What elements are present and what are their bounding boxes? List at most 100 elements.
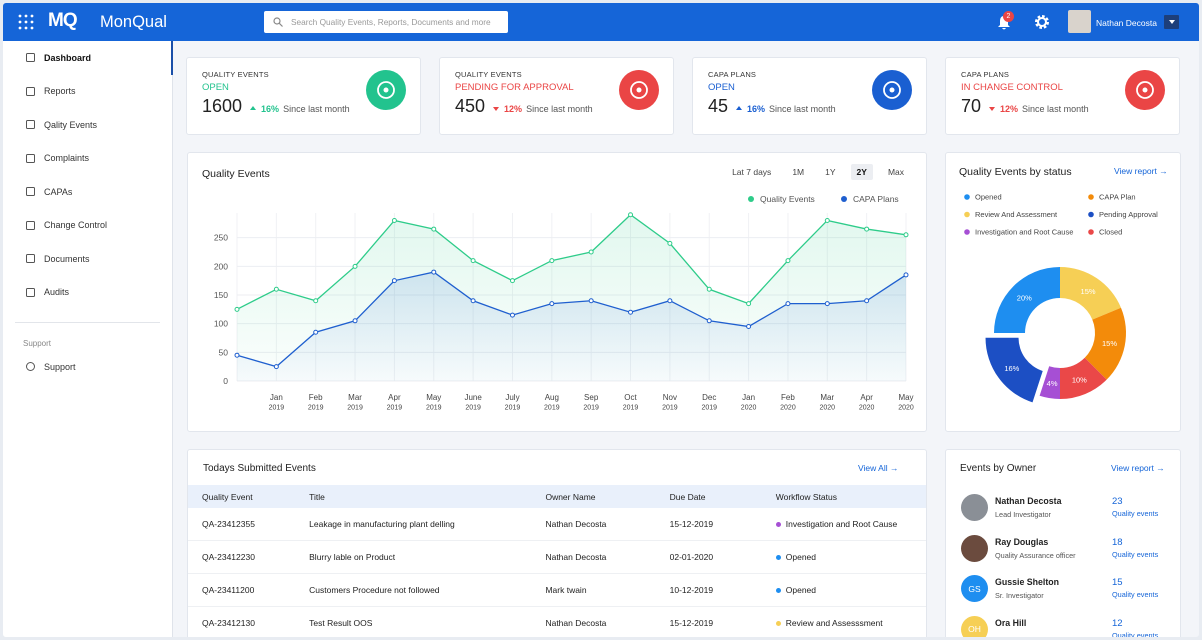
glyph-ring (377, 81, 395, 99)
owners-title: Events by Owner (960, 463, 1037, 474)
range-button[interactable]: 1Y (825, 167, 836, 177)
nav-item[interactable]: Reports (3, 75, 172, 109)
point (628, 309, 634, 315)
cell-text: QA-23412230 (202, 552, 255, 562)
glyph-dot (889, 87, 895, 93)
column-header: Quality Event (188, 485, 296, 508)
table-cell: Nathan Decosta (531, 606, 656, 637)
point (785, 258, 791, 264)
line (236, 213, 907, 310)
legend-label: Pending Approval (1099, 210, 1158, 219)
view-all-link[interactable]: View All (858, 463, 898, 473)
table-row[interactable]: QA-23412355 Leakage in manufacturing plan… (188, 508, 926, 541)
y-tick-label: 200 (214, 261, 228, 271)
table-row[interactable]: QA-23412230 Blurry lable on Product Nathan… (188, 540, 926, 574)
legend-label: Opened (975, 193, 1002, 202)
glyph-dot (383, 87, 389, 93)
slice-label: 4% (1047, 379, 1058, 388)
nav-item[interactable]: Qality Events (3, 108, 172, 142)
range-button[interactable]: 1M (792, 167, 805, 177)
x-tick-label: Feb 2020 (780, 393, 796, 412)
point (391, 278, 397, 284)
view-report-link[interactable]: View report (1111, 463, 1165, 473)
nav-item[interactable]: Audits (3, 276, 172, 310)
nav-item[interactable]: Dashboard (3, 41, 173, 75)
view-report-link[interactable]: View report (1114, 166, 1168, 176)
legend-swatch (1088, 229, 1094, 235)
nav-icon (26, 153, 35, 163)
nav-item[interactable]: Documents (3, 242, 172, 276)
cell-text: Blurry lable on Product (309, 552, 396, 562)
table-title: Todays Submitted Events (203, 463, 316, 474)
nav-item[interactable]: Support (3, 350, 172, 384)
table-row[interactable]: QA-23411200 Customers Procedure not follo… (188, 573, 926, 607)
table-cell: 02-01-2020 (655, 540, 762, 574)
point (667, 240, 673, 246)
y-tick-label: 250 (214, 233, 228, 243)
nav-label: Support (44, 361, 76, 372)
point (234, 306, 240, 312)
range-button[interactable]: 2Y (850, 164, 873, 180)
slice (1060, 267, 1121, 320)
nav-item[interactable]: Change Control (3, 209, 172, 243)
kpi-glyph (1136, 81, 1154, 99)
cell-text: 15-12-2019 (669, 618, 714, 628)
kpi-label: QUALITY EVENTS (455, 70, 522, 79)
kpi-label: QUALITY EVENTS (202, 70, 269, 79)
nav-label: CAPAs (44, 186, 73, 197)
kpi-change: 12% (504, 104, 523, 114)
nav-icon (26, 120, 35, 130)
user-name[interactable]: Nathan Decosta (1096, 18, 1157, 28)
user-dropdown[interactable] (1164, 15, 1179, 29)
legend-label: CAPA Plans (853, 194, 899, 204)
kpi-change: 12% (1000, 104, 1019, 114)
x-tick-label: Apr 2020 (859, 393, 875, 412)
range-button[interactable]: Lat 7 days (732, 167, 772, 177)
nav-item[interactable]: CAPAs (3, 175, 172, 209)
point (391, 217, 397, 223)
point (352, 263, 358, 269)
kpi-icon (1125, 70, 1165, 110)
point (509, 312, 515, 318)
y-tick-label: 0 (223, 376, 228, 386)
table-row[interactable]: QA-23412130 Test Result OOS Nathan Decosta… (188, 606, 926, 637)
legend-swatch (964, 194, 970, 200)
nav-label: Dashboard (44, 52, 92, 63)
owner-count: 15 (1112, 577, 1123, 588)
nav-item[interactable]: Complaints (3, 142, 172, 176)
line (236, 271, 907, 368)
nav-list: Support (3, 350, 172, 384)
legend-label: CAPA Plan (1099, 193, 1136, 202)
table-cell: Investigation and Root Cause (761, 508, 926, 541)
point (273, 364, 279, 370)
donut-chart: Review And Assessment CAPA Plan Closed Inve… (964, 193, 1158, 403)
x-tick-label: May 2019 (426, 393, 442, 412)
owner-role: Lead Investigator (995, 510, 1051, 519)
chart-title: Quality Events (202, 168, 270, 180)
owner-row: GS Gussie Shelton Sr. Investigator 15 Qualit… (946, 569, 1179, 609)
owner-name: Gussie Shelton (995, 577, 1060, 587)
owner-name: Nathan Decosta (995, 496, 1062, 506)
search-box[interactable]: Search Quality Events, Reports, Document… (264, 11, 508, 33)
table-cell: 10-12-2019 (655, 573, 762, 607)
y-tick-label: 100 (214, 319, 228, 329)
chart-title: Quality Events by status (959, 166, 1072, 178)
user-avatar[interactable] (1068, 10, 1091, 33)
x-tick-label: Apr 2019 (387, 393, 403, 412)
kpi-icon (366, 70, 406, 110)
status-dot (775, 555, 781, 561)
owner-count: 18 (1112, 536, 1123, 548)
range-button[interactable]: Max (887, 167, 904, 177)
nav-icon (26, 220, 35, 230)
header: MQ MonQual Search Quality Events, Report… (3, 3, 1199, 41)
point (549, 258, 555, 264)
cell-text: QA-23412355 (202, 519, 255, 529)
nav-list: Dashboard Reports Qality Events Complaints C… (3, 41, 173, 310)
owner-count-unit: Quality events (1112, 630, 1159, 638)
table-cell: Opened (761, 540, 926, 574)
table-cell: Nathan Decosta (531, 508, 656, 541)
point (313, 329, 319, 335)
apps-icon[interactable] (18, 14, 34, 30)
settings-icon[interactable] (1034, 14, 1050, 30)
